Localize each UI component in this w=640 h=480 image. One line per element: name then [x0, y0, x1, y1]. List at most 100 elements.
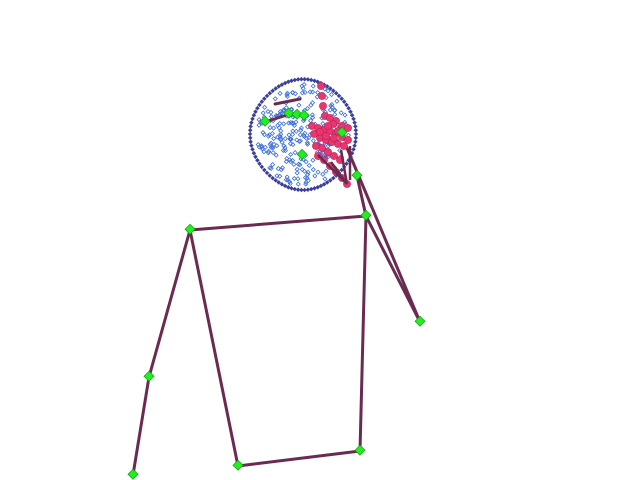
- face-outline-point: [292, 77, 298, 83]
- face-outline-point: [331, 88, 336, 94]
- joint-hip-right: [354, 444, 366, 456]
- face-mesh-point: [299, 166, 305, 173]
- face-outline-point: [331, 175, 336, 181]
- face-mesh-point: [303, 181, 309, 187]
- face-mesh-point: [270, 162, 276, 168]
- joint-eye-3: [298, 109, 310, 121]
- face-mesh-point: [271, 125, 277, 131]
- joint-neck: [351, 169, 363, 181]
- face-mesh-point: [283, 159, 289, 165]
- face-mesh-point: [305, 169, 311, 175]
- hand-keypoint: [318, 144, 326, 152]
- face-mesh-point: [332, 111, 338, 118]
- face-outline-point: [328, 178, 333, 183]
- face-mesh-point: [329, 104, 335, 110]
- face-mesh-point: [277, 90, 283, 96]
- face-outline-point: [249, 120, 254, 125]
- face-mesh-point: [261, 149, 267, 155]
- limb-neck: [355, 174, 368, 218]
- face-outline-point: [257, 161, 262, 166]
- face-outline-point: [259, 99, 265, 104]
- limb-torso-right: [358, 214, 368, 453]
- joint-elbow-right: [143, 370, 155, 382]
- face-mesh-point: [290, 157, 296, 164]
- face-mesh-point: [296, 102, 302, 108]
- hand-keypoint: [322, 132, 330, 140]
- face-mesh-point: [310, 138, 316, 144]
- face-mesh-point: [290, 142, 296, 148]
- face-mesh-point: [294, 170, 300, 176]
- face-mesh-point: [272, 96, 278, 102]
- face-mesh-point: [303, 135, 310, 141]
- face-mesh-point: [306, 162, 312, 169]
- face-mesh-point: [295, 181, 301, 187]
- face-mesh-point: [310, 83, 316, 89]
- face-outline-point: [305, 187, 311, 192]
- face-outline-point: [255, 158, 260, 163]
- face-mesh-point: [270, 150, 276, 156]
- face-mesh-point: [279, 165, 286, 171]
- face-outline-point: [292, 186, 298, 192]
- hand-bone: [339, 149, 349, 185]
- face-mesh-point: [288, 151, 294, 158]
- face-mesh-point: [299, 83, 305, 89]
- face-mesh-point: [266, 132, 272, 138]
- face-mesh-point: [315, 169, 321, 175]
- skeleton-limbs: [131, 97, 422, 477]
- face-outline-point: [286, 185, 291, 190]
- face-mesh-point: [260, 110, 266, 116]
- face-mesh-point: [310, 167, 316, 173]
- face-mesh-point: [315, 89, 321, 96]
- face-mesh-point: [292, 150, 298, 156]
- face-outline-point: [267, 173, 273, 178]
- face-mesh-point: [312, 173, 318, 179]
- face-mesh-point: [325, 88, 331, 94]
- hand-keypoint: [330, 134, 338, 142]
- face-mesh-point: [320, 121, 326, 127]
- hand-keypoint: [316, 128, 324, 136]
- face-outline-point: [282, 183, 288, 189]
- face-outline-point: [351, 147, 356, 152]
- joint-mouth: [296, 148, 308, 160]
- joint-shoulder-right: [184, 223, 196, 235]
- hand-keypoint: [319, 102, 327, 110]
- hand-keypoint: [324, 148, 332, 156]
- skeleton-joints: [127, 107, 426, 480]
- face-mesh-point: [268, 140, 274, 146]
- face-mesh-point: [273, 152, 279, 158]
- joint-wrist-left: [414, 315, 426, 327]
- joint-eye-1: [283, 107, 295, 119]
- face-outline-point: [276, 84, 281, 89]
- face-outline-point: [262, 167, 267, 173]
- face-mesh-point: [274, 143, 280, 149]
- joint-nose: [336, 126, 348, 138]
- face-mesh-point: [307, 89, 313, 95]
- face-mesh-point: [328, 103, 334, 109]
- face-outline-point: [248, 124, 253, 129]
- face-outline-point: [251, 112, 257, 118]
- face-mesh-point: [277, 137, 284, 143]
- face-outline-point: [353, 127, 359, 133]
- face-outline-point: [295, 187, 301, 192]
- hand-bone: [317, 154, 348, 185]
- face-mesh-point: [320, 171, 326, 177]
- face-mesh-point: [334, 98, 340, 104]
- face-mesh-point: [262, 104, 268, 110]
- face-outline-point: [262, 96, 267, 101]
- face-mesh-point: [291, 161, 297, 167]
- face-mesh-point: [282, 136, 288, 142]
- face-mesh-point: [278, 167, 284, 173]
- face-mesh-point: [304, 105, 311, 112]
- joint-eye-2: [291, 108, 303, 120]
- joint-wrist-right: [127, 468, 139, 480]
- face-mesh-point: [322, 176, 328, 182]
- hand-keypoint: [317, 82, 325, 90]
- face-outline-point: [324, 180, 330, 185]
- face-mesh-point: [342, 112, 348, 118]
- limb-hips: [236, 449, 362, 468]
- face-outline-point: [276, 180, 281, 185]
- face-mesh-point: [308, 118, 314, 124]
- face-mesh-point: [288, 120, 294, 126]
- hand-keypoint: [330, 152, 338, 160]
